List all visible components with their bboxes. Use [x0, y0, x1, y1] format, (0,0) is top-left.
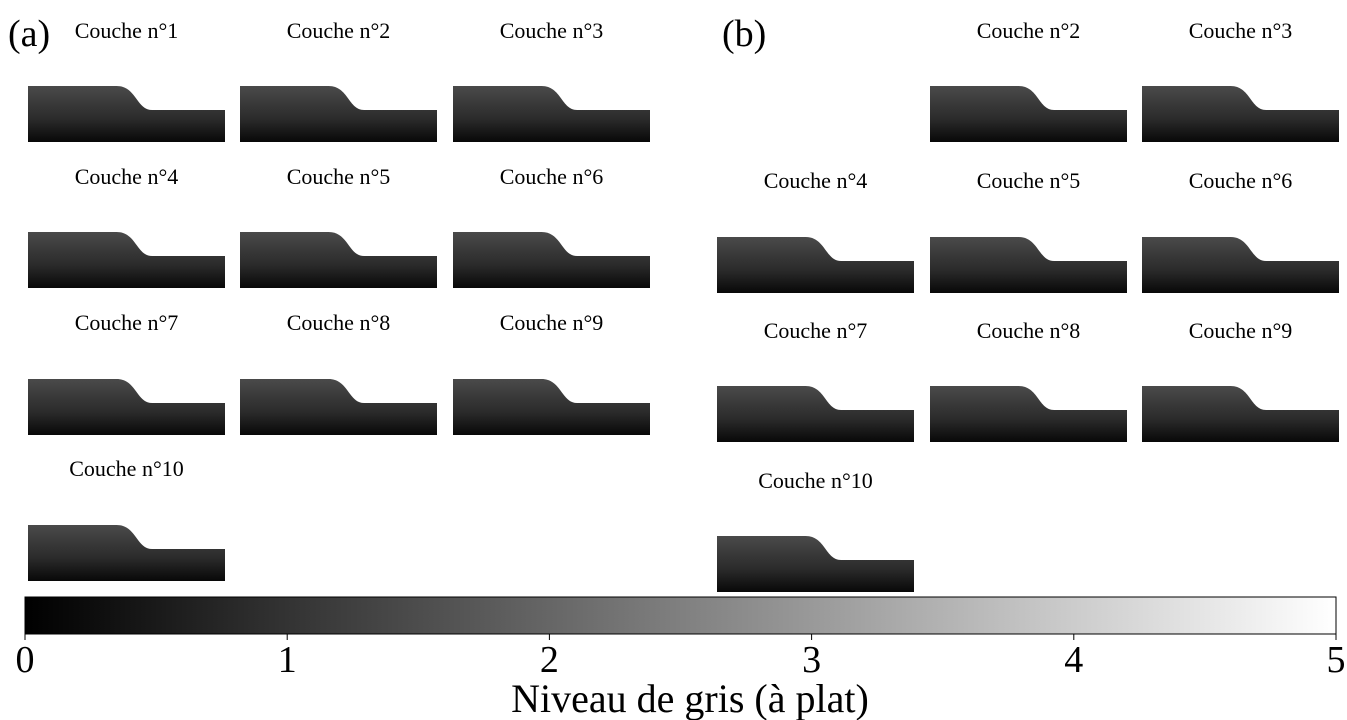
layer-title: Couche n°10 — [758, 468, 873, 493]
layer-image — [1142, 237, 1339, 293]
layer-image — [28, 379, 225, 435]
layer-title: Couche n°5 — [977, 168, 1081, 193]
tick-label: 0 — [16, 639, 35, 681]
layer-title: Couche n°8 — [977, 318, 1081, 343]
layer-image — [453, 379, 650, 435]
layer-image — [240, 86, 437, 142]
layer-title: Couche n°3 — [500, 18, 604, 43]
layer-title: Couche n°6 — [500, 164, 604, 189]
layer-title: Couche n°3 — [1189, 18, 1293, 43]
layer-image — [717, 536, 914, 592]
layer-title: Couche n°10 — [69, 456, 184, 481]
layer-image — [930, 386, 1127, 442]
layer-title: Couche n°4 — [75, 164, 179, 189]
panel-label: (b) — [722, 13, 766, 55]
panel-label: (a) — [8, 13, 50, 55]
layer-image — [240, 379, 437, 435]
layer-image — [1142, 86, 1339, 142]
layer-image — [28, 86, 225, 142]
tick-label: 3 — [802, 639, 821, 681]
layer-title: Couche n°2 — [977, 18, 1081, 43]
tick-label: 4 — [1064, 639, 1083, 681]
layer-title: Couche n°6 — [1189, 168, 1293, 193]
layer-title: Couche n°7 — [764, 318, 868, 343]
colorbar — [24, 596, 1337, 635]
layer-image — [930, 86, 1127, 142]
layer-image — [28, 525, 225, 581]
layer-title: Couche n°4 — [764, 168, 868, 193]
layer-image — [717, 237, 914, 293]
tick-label: 5 — [1327, 639, 1346, 681]
layer-title: Couche n°8 — [287, 310, 391, 335]
layer-title: Couche n°1 — [75, 18, 179, 43]
layer-image — [453, 232, 650, 288]
layer-image — [453, 86, 650, 142]
layer-image — [930, 237, 1127, 293]
layer-image — [717, 386, 914, 442]
layer-title: Couche n°9 — [500, 310, 604, 335]
layer-image — [240, 232, 437, 288]
layer-image — [28, 232, 225, 288]
layer-title: Couche n°2 — [287, 18, 391, 43]
layer-title: Couche n°7 — [75, 310, 179, 335]
tick-label: 2 — [540, 639, 559, 681]
layer-title: Couche n°9 — [1189, 318, 1293, 343]
tick-label: 1 — [278, 639, 297, 681]
layer-title: Couche n°5 — [287, 164, 391, 189]
layer-image — [1142, 386, 1339, 442]
colorbar-label: Niveau de gris (à plat) — [511, 676, 869, 720]
